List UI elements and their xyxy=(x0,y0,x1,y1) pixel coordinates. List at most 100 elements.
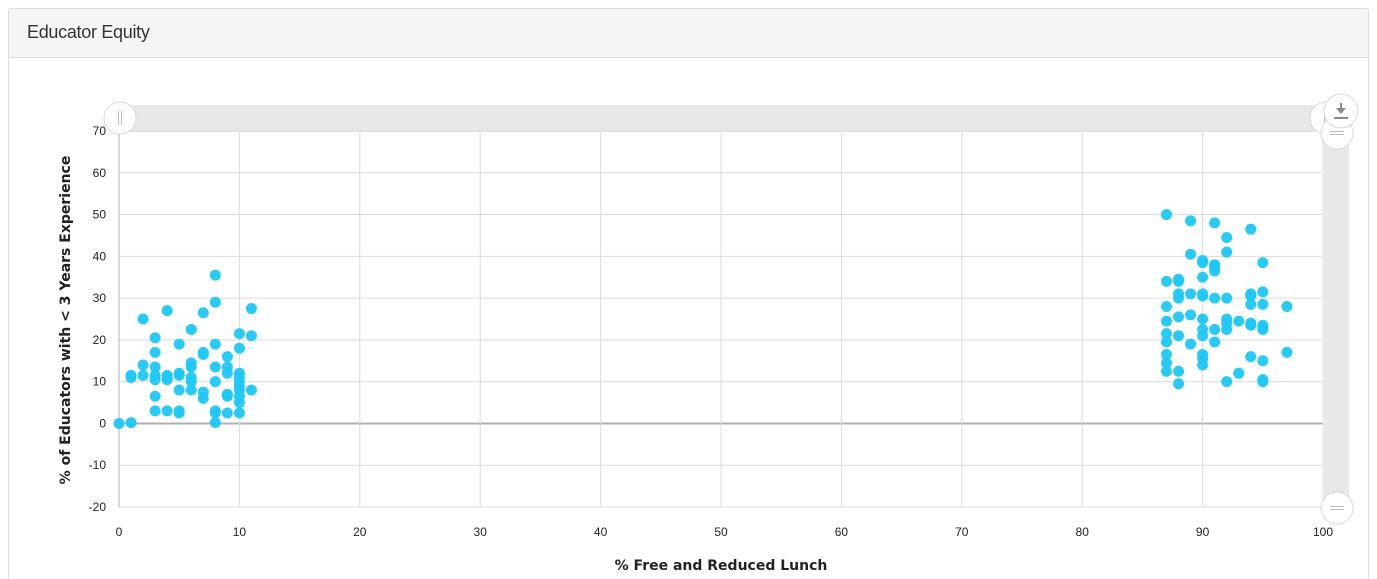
data-point[interactable] xyxy=(197,307,209,319)
data-point[interactable] xyxy=(1209,292,1221,304)
data-point[interactable] xyxy=(1160,315,1172,327)
data-point[interactable] xyxy=(1221,313,1233,325)
data-point[interactable] xyxy=(137,359,149,371)
data-point[interactable] xyxy=(233,328,245,340)
data-point[interactable] xyxy=(1221,246,1233,258)
data-point[interactable] xyxy=(1245,288,1257,300)
data-point[interactable] xyxy=(1173,288,1185,300)
data-point[interactable] xyxy=(1245,298,1257,310)
data-point[interactable] xyxy=(161,305,173,317)
data-point[interactable] xyxy=(245,384,257,396)
data-point[interactable] xyxy=(1173,365,1185,377)
data-point[interactable] xyxy=(1197,323,1209,335)
data-point[interactable] xyxy=(173,338,185,350)
data-point[interactable] xyxy=(1160,357,1172,369)
data-point[interactable] xyxy=(209,361,221,373)
data-point[interactable] xyxy=(137,313,149,325)
data-point[interactable] xyxy=(1173,273,1185,285)
data-point[interactable] xyxy=(1160,209,1172,221)
data-point[interactable] xyxy=(1257,319,1269,331)
data-point[interactable] xyxy=(1185,338,1197,350)
data-point[interactable] xyxy=(1221,292,1233,304)
data-point[interactable] xyxy=(149,346,161,358)
navigator-left-handle[interactable] xyxy=(103,101,137,135)
data-point[interactable] xyxy=(149,369,161,381)
data-point[interactable] xyxy=(173,405,185,417)
data-point[interactable] xyxy=(1257,257,1269,269)
data-point[interactable] xyxy=(209,405,221,417)
data-point[interactable] xyxy=(1185,215,1197,227)
data-point[interactable] xyxy=(1209,336,1221,348)
data-point[interactable] xyxy=(221,388,233,400)
data-point[interactable] xyxy=(1197,271,1209,283)
data-point[interactable] xyxy=(1281,346,1293,358)
data-point[interactable] xyxy=(185,323,197,335)
download-icon[interactable] xyxy=(1323,93,1359,129)
data-point[interactable] xyxy=(113,417,125,429)
data-point[interactable] xyxy=(221,361,233,373)
data-point[interactable] xyxy=(245,330,257,342)
data-point[interactable] xyxy=(125,417,137,429)
data-point[interactable] xyxy=(197,386,209,398)
data-point[interactable] xyxy=(1185,288,1197,300)
data-point[interactable] xyxy=(149,361,161,373)
data-point[interactable] xyxy=(149,405,161,417)
data-point[interactable] xyxy=(1245,351,1257,363)
data-point[interactable] xyxy=(173,367,185,379)
data-point[interactable] xyxy=(1185,248,1197,260)
data-point[interactable] xyxy=(1245,223,1257,235)
data-point[interactable] xyxy=(209,269,221,281)
data-point[interactable] xyxy=(1257,374,1269,386)
data-point[interactable] xyxy=(221,351,233,363)
data-point[interactable] xyxy=(1197,349,1209,361)
data-point[interactable] xyxy=(125,369,137,381)
data-point[interactable] xyxy=(209,376,221,388)
data-point[interactable] xyxy=(233,367,245,379)
data-point[interactable] xyxy=(1233,367,1245,379)
data-point[interactable] xyxy=(1233,315,1245,327)
data-point[interactable] xyxy=(149,332,161,344)
data-point[interactable] xyxy=(1221,232,1233,244)
data-point[interactable] xyxy=(1160,328,1172,340)
data-point[interactable] xyxy=(233,342,245,354)
data-point[interactable] xyxy=(1257,298,1269,310)
data-point[interactable] xyxy=(221,407,233,419)
data-point[interactable] xyxy=(1209,217,1221,229)
data-point[interactable] xyxy=(1173,330,1185,342)
data-point[interactable] xyxy=(1173,378,1185,390)
data-point[interactable] xyxy=(245,303,257,315)
navigator-bar[interactable] xyxy=(119,105,1324,132)
data-point[interactable] xyxy=(1185,309,1197,321)
vertical-scrollbar[interactable] xyxy=(1324,119,1349,509)
data-point[interactable] xyxy=(1281,300,1293,312)
data-point[interactable] xyxy=(161,369,173,381)
data-point[interactable] xyxy=(1173,311,1185,323)
data-point[interactable] xyxy=(233,407,245,419)
data-point[interactable] xyxy=(185,384,197,396)
data-point[interactable] xyxy=(1257,355,1269,367)
data-point[interactable] xyxy=(1160,365,1172,377)
data-point[interactable] xyxy=(1221,376,1233,388)
data-point[interactable] xyxy=(209,338,221,350)
data-point[interactable] xyxy=(1197,288,1209,300)
data-point[interactable] xyxy=(1160,349,1172,361)
data-point[interactable] xyxy=(1197,255,1209,267)
data-point[interactable] xyxy=(1197,313,1209,325)
data-point[interactable] xyxy=(185,371,197,383)
data-point[interactable] xyxy=(161,405,173,417)
data-point[interactable] xyxy=(137,369,149,381)
data-point[interactable] xyxy=(149,390,161,402)
scrollbar-bottom-handle[interactable] xyxy=(1320,491,1354,525)
data-point[interactable] xyxy=(209,296,221,308)
data-point[interactable] xyxy=(1160,300,1172,312)
data-point[interactable] xyxy=(197,346,209,358)
data-point[interactable] xyxy=(1160,275,1172,287)
data-point[interactable] xyxy=(1160,336,1172,348)
data-point[interactable] xyxy=(185,357,197,369)
data-point[interactable] xyxy=(173,384,185,396)
data-point[interactable] xyxy=(1245,317,1257,329)
data-point[interactable] xyxy=(209,417,221,429)
data-point[interactable] xyxy=(1209,259,1221,271)
data-point[interactable] xyxy=(1209,323,1221,335)
data-point[interactable] xyxy=(1257,286,1269,298)
